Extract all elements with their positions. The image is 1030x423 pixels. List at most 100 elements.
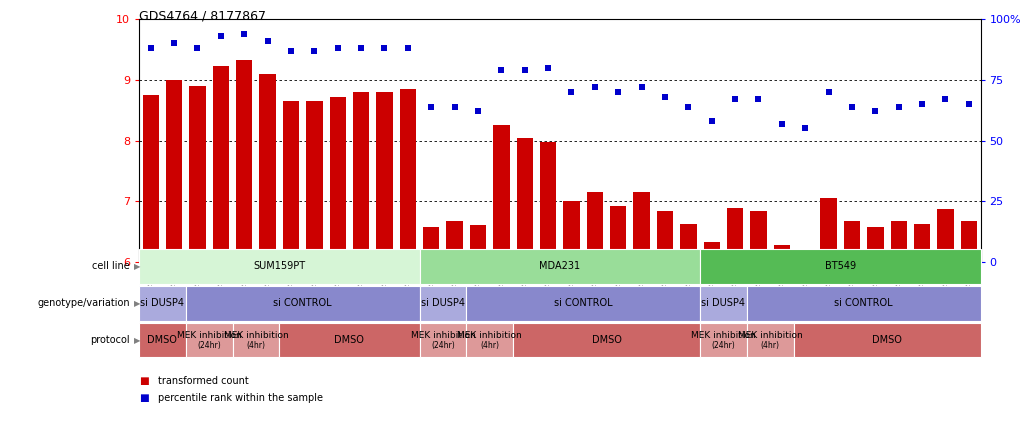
Point <box>353 45 370 52</box>
Bar <box>190 86 206 262</box>
Text: si DUSP4: si DUSP4 <box>140 298 184 308</box>
Bar <box>423 227 440 262</box>
Point <box>727 96 744 103</box>
Bar <box>493 125 510 262</box>
Text: (24hr): (24hr) <box>198 341 221 350</box>
Point <box>610 89 626 96</box>
Bar <box>236 60 252 262</box>
Text: ■: ■ <box>139 393 148 403</box>
Bar <box>446 221 462 262</box>
Text: (4hr): (4hr) <box>761 341 780 350</box>
Bar <box>540 142 556 262</box>
Bar <box>212 66 229 262</box>
Point <box>891 103 907 110</box>
Bar <box>891 221 907 262</box>
Text: GDS4764 / 8177867: GDS4764 / 8177867 <box>139 9 266 22</box>
Text: si DUSP4: si DUSP4 <box>701 298 746 308</box>
Text: genotype/variation: genotype/variation <box>37 298 130 308</box>
Point <box>400 45 416 52</box>
Point <box>563 89 580 96</box>
Text: MEK inhibition: MEK inhibition <box>457 332 522 341</box>
Bar <box>283 101 299 262</box>
Bar <box>867 227 884 262</box>
Bar <box>844 221 860 262</box>
Point <box>914 101 930 107</box>
Bar <box>750 211 766 262</box>
Text: MEK inhibition: MEK inhibition <box>411 332 475 341</box>
Bar <box>142 95 159 262</box>
Text: ▶: ▶ <box>134 299 140 308</box>
Point <box>937 96 954 103</box>
Bar <box>353 92 370 262</box>
Text: ▶: ▶ <box>134 335 140 345</box>
Point <box>587 84 604 91</box>
Bar <box>797 251 814 262</box>
Point <box>750 96 766 103</box>
Point <box>961 101 977 107</box>
Bar <box>166 80 182 262</box>
Text: SUM159PT: SUM159PT <box>253 261 305 272</box>
Point <box>703 118 720 125</box>
Text: DMSO: DMSO <box>335 335 365 345</box>
Bar <box>610 206 626 262</box>
Point <box>493 67 510 74</box>
Point <box>633 84 650 91</box>
Point <box>844 103 860 110</box>
Bar <box>563 201 580 262</box>
Text: MEK inhibition: MEK inhibition <box>691 332 756 341</box>
Text: si CONTROL: si CONTROL <box>554 298 613 308</box>
Point <box>260 38 276 44</box>
Text: (4hr): (4hr) <box>480 341 500 350</box>
Text: (24hr): (24hr) <box>712 341 735 350</box>
Text: MEK inhibition: MEK inhibition <box>737 332 802 341</box>
Point <box>470 108 486 115</box>
Bar <box>330 97 346 262</box>
Bar <box>587 192 603 262</box>
Text: si DUSP4: si DUSP4 <box>421 298 465 308</box>
Bar <box>517 137 533 262</box>
Bar <box>657 211 674 262</box>
Point <box>212 33 229 39</box>
Point <box>330 45 346 52</box>
Point <box>236 30 252 37</box>
Text: percentile rank within the sample: percentile rank within the sample <box>158 393 322 403</box>
Bar <box>680 224 696 262</box>
Bar <box>400 89 416 262</box>
Bar <box>703 242 720 262</box>
Point <box>820 89 836 96</box>
Bar <box>306 101 322 262</box>
Text: (4hr): (4hr) <box>246 341 266 350</box>
Bar <box>774 245 790 262</box>
Text: protocol: protocol <box>91 335 130 345</box>
Bar <box>914 224 930 262</box>
Bar <box>633 192 650 262</box>
Bar <box>727 208 744 262</box>
Text: DMSO: DMSO <box>591 335 621 345</box>
Point <box>657 93 674 100</box>
Point <box>306 47 322 54</box>
Point <box>423 103 440 110</box>
Text: ▶: ▶ <box>134 262 140 271</box>
Text: ■: ■ <box>139 376 148 386</box>
Bar <box>470 225 486 262</box>
Point <box>797 125 814 132</box>
Point <box>867 108 884 115</box>
Bar <box>376 92 392 262</box>
Text: MEK inhibition: MEK inhibition <box>177 332 242 341</box>
Point <box>446 103 462 110</box>
Text: cell line: cell line <box>92 261 130 272</box>
Text: si CONTROL: si CONTROL <box>834 298 893 308</box>
Text: si CONTROL: si CONTROL <box>273 298 332 308</box>
Bar <box>961 221 977 262</box>
Point <box>516 67 533 74</box>
Text: DMSO: DMSO <box>147 335 177 345</box>
Point <box>376 45 392 52</box>
Bar <box>260 74 276 262</box>
Point <box>142 45 159 52</box>
Text: MDA231: MDA231 <box>540 261 580 272</box>
Point <box>774 120 790 127</box>
Point <box>190 45 206 52</box>
Text: BT549: BT549 <box>825 261 856 272</box>
Bar <box>821 198 836 262</box>
Point <box>166 40 182 47</box>
